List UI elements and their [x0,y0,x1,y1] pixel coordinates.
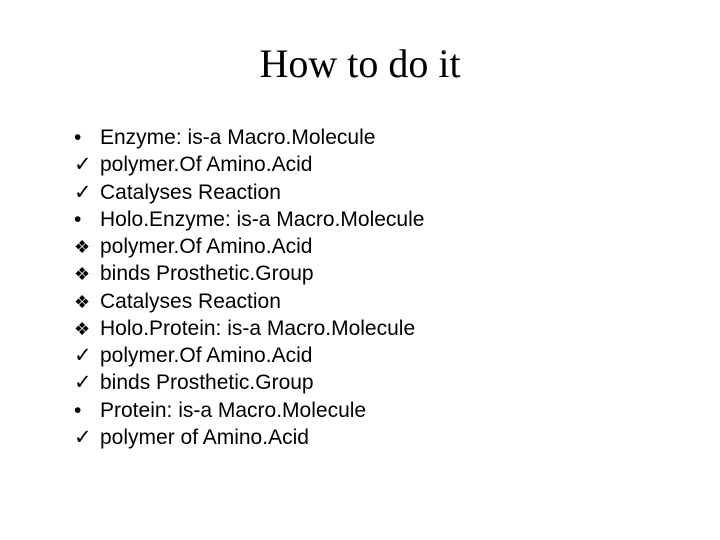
item-text: Protein: is-a Macro.Molecule [100,398,660,424]
diamond-icon: ❖ [74,291,100,314]
item-text: binds Prosthetic.Group [100,261,660,287]
list-item: ✓ polymer.Of Amino.Acid [74,152,660,178]
item-text: polymer.Of Amino.Acid [100,234,660,260]
check-icon: ✓ [74,370,100,396]
item-text: Catalyses Reaction [100,289,660,315]
slide-title: How to do it [60,40,660,87]
check-icon: ✓ [74,180,100,206]
diamond-icon: ❖ [74,318,100,341]
list-item: • Holo.Enzyme: is-a Macro.Molecule [74,207,660,233]
item-text: Holo.Enzyme: is-a Macro.Molecule [100,207,660,233]
item-text: polymer.Of Amino.Acid [100,152,660,178]
item-text: Holo.Protein: is-a Macro.Molecule [100,316,660,342]
list-item: ❖ polymer.Of Amino.Acid [74,234,660,260]
diamond-icon: ❖ [74,263,100,286]
bullet-icon: • [74,207,100,233]
list-item: ❖ binds Prosthetic.Group [74,261,660,287]
bullet-icon: • [74,125,100,151]
list-item: ✓ Catalyses Reaction [74,180,660,206]
list-item: ✓ polymer.Of Amino.Acid [74,343,660,369]
item-text: Enzyme: is-a Macro.Molecule [100,125,660,151]
list-item: ❖ Holo.Protein: is-a Macro.Molecule [74,316,660,342]
bullet-icon: • [74,398,100,424]
list-item: • Enzyme: is-a Macro.Molecule [74,125,660,151]
check-icon: ✓ [74,152,100,178]
item-text: polymer.Of Amino.Acid [100,343,660,369]
item-text: polymer of Amino.Acid [100,425,660,451]
list-item: • Protein: is-a Macro.Molecule [74,398,660,424]
item-text: Catalyses Reaction [100,180,660,206]
bullet-list: • Enzyme: is-a Macro.Molecule ✓ polymer.… [60,125,660,451]
list-item: ❖ Catalyses Reaction [74,289,660,315]
list-item: ✓ binds Prosthetic.Group [74,370,660,396]
item-text: binds Prosthetic.Group [100,370,660,396]
check-icon: ✓ [74,425,100,451]
diamond-icon: ❖ [74,236,100,259]
check-icon: ✓ [74,343,100,369]
slide-container: How to do it • Enzyme: is-a Macro.Molecu… [0,0,720,540]
list-item: ✓ polymer of Amino.Acid [74,425,660,451]
